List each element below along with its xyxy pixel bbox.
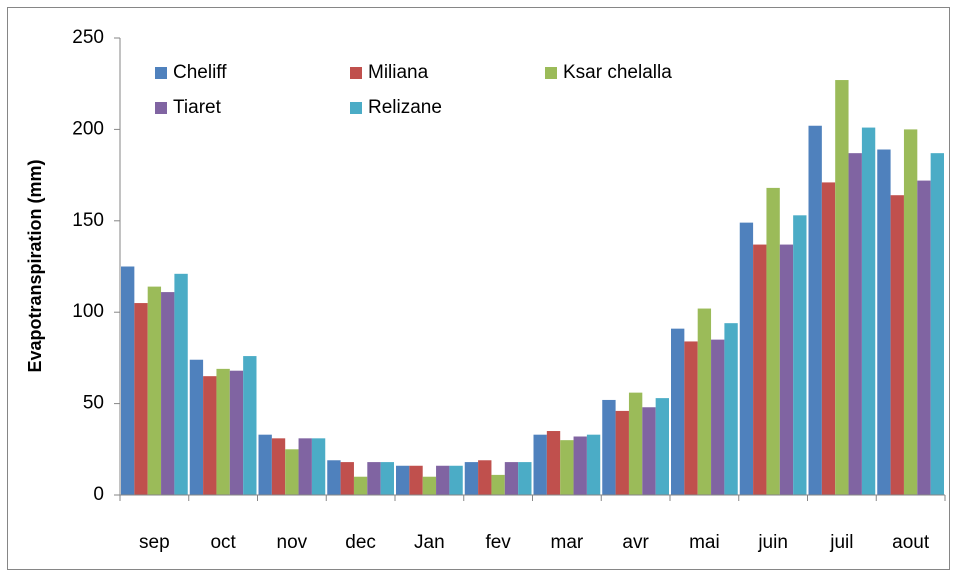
bar bbox=[367, 462, 381, 495]
bar bbox=[518, 462, 532, 495]
legend-label: Miliana bbox=[368, 62, 429, 83]
bar bbox=[835, 80, 849, 495]
bar bbox=[134, 303, 148, 495]
legend-swatch bbox=[350, 67, 362, 79]
bar bbox=[724, 323, 738, 495]
y-tick-label: 250 bbox=[72, 27, 104, 48]
y-tick-label: 0 bbox=[93, 484, 104, 505]
x-tick-label: Jan bbox=[414, 532, 445, 553]
x-tick-label: fev bbox=[485, 532, 511, 553]
y-axis-label: Evapotranspiration (mm) bbox=[25, 159, 45, 372]
bar bbox=[848, 153, 862, 495]
bar bbox=[298, 438, 312, 495]
bar bbox=[793, 215, 807, 496]
bar bbox=[243, 356, 257, 495]
x-tick-label: juil bbox=[829, 532, 853, 553]
bar bbox=[684, 341, 698, 495]
bar bbox=[229, 370, 244, 495]
bar bbox=[409, 465, 423, 495]
x-tick-label: mar bbox=[551, 532, 584, 553]
bar bbox=[189, 359, 204, 495]
x-tick-label: oct bbox=[210, 532, 236, 553]
bar bbox=[340, 462, 354, 495]
x-tick-label: mai bbox=[689, 532, 720, 553]
x-tick-label: nov bbox=[277, 532, 308, 553]
bar bbox=[478, 460, 492, 495]
x-tick-label: dec bbox=[345, 532, 376, 553]
bar bbox=[216, 368, 230, 495]
bar bbox=[766, 187, 780, 495]
bar bbox=[808, 125, 822, 495]
bar bbox=[396, 465, 410, 495]
x-tick-label: aout bbox=[892, 532, 930, 553]
bar bbox=[821, 182, 836, 496]
legend-label: Ksar chelalla bbox=[563, 62, 672, 83]
bar bbox=[203, 376, 217, 495]
legend-swatch bbox=[545, 67, 557, 79]
bar bbox=[753, 244, 767, 495]
y-tick-label: 100 bbox=[72, 301, 104, 322]
bar bbox=[903, 129, 918, 495]
x-tick-label: sep bbox=[139, 532, 170, 553]
bar bbox=[491, 474, 505, 495]
bar bbox=[917, 180, 931, 496]
bar bbox=[464, 462, 479, 495]
bar bbox=[449, 465, 463, 495]
bar bbox=[711, 339, 725, 495]
bar bbox=[436, 465, 450, 495]
legend-label: Relizane bbox=[368, 97, 442, 118]
bar bbox=[877, 149, 891, 495]
bar bbox=[930, 153, 944, 495]
bar bbox=[739, 222, 754, 496]
bar bbox=[258, 434, 272, 495]
bar bbox=[655, 398, 669, 495]
y-tick-label: 150 bbox=[72, 210, 104, 231]
bar bbox=[642, 407, 656, 495]
bar bbox=[311, 438, 326, 495]
legend-swatch bbox=[155, 102, 167, 114]
legend-swatch bbox=[155, 67, 167, 79]
bar bbox=[380, 462, 394, 495]
bar bbox=[546, 431, 561, 495]
bar bbox=[327, 460, 341, 495]
bar bbox=[147, 286, 162, 495]
bar bbox=[285, 449, 299, 495]
bar bbox=[353, 476, 368, 495]
bar bbox=[573, 436, 587, 495]
bar bbox=[422, 476, 437, 495]
y-tick-label: 50 bbox=[83, 393, 104, 414]
bar bbox=[615, 410, 629, 495]
legend-swatch bbox=[350, 102, 362, 114]
bar bbox=[602, 399, 616, 495]
y-tick-label: 200 bbox=[72, 118, 104, 139]
bar bbox=[671, 328, 685, 495]
bar bbox=[271, 438, 286, 495]
bar bbox=[628, 392, 643, 495]
legend-label: Tiaret bbox=[173, 97, 222, 118]
bar bbox=[890, 195, 904, 495]
bar bbox=[174, 273, 188, 495]
legend-label: Cheliff bbox=[173, 62, 227, 83]
bar bbox=[586, 434, 601, 495]
bar bbox=[161, 292, 175, 495]
bar bbox=[861, 127, 876, 496]
x-tick-label: avr bbox=[622, 532, 649, 553]
x-tick-label: juin bbox=[757, 532, 788, 553]
bar bbox=[697, 308, 712, 495]
bar bbox=[504, 462, 519, 495]
bar bbox=[779, 244, 794, 495]
bar bbox=[121, 266, 135, 495]
bar bbox=[533, 434, 547, 495]
bar bbox=[560, 440, 574, 495]
